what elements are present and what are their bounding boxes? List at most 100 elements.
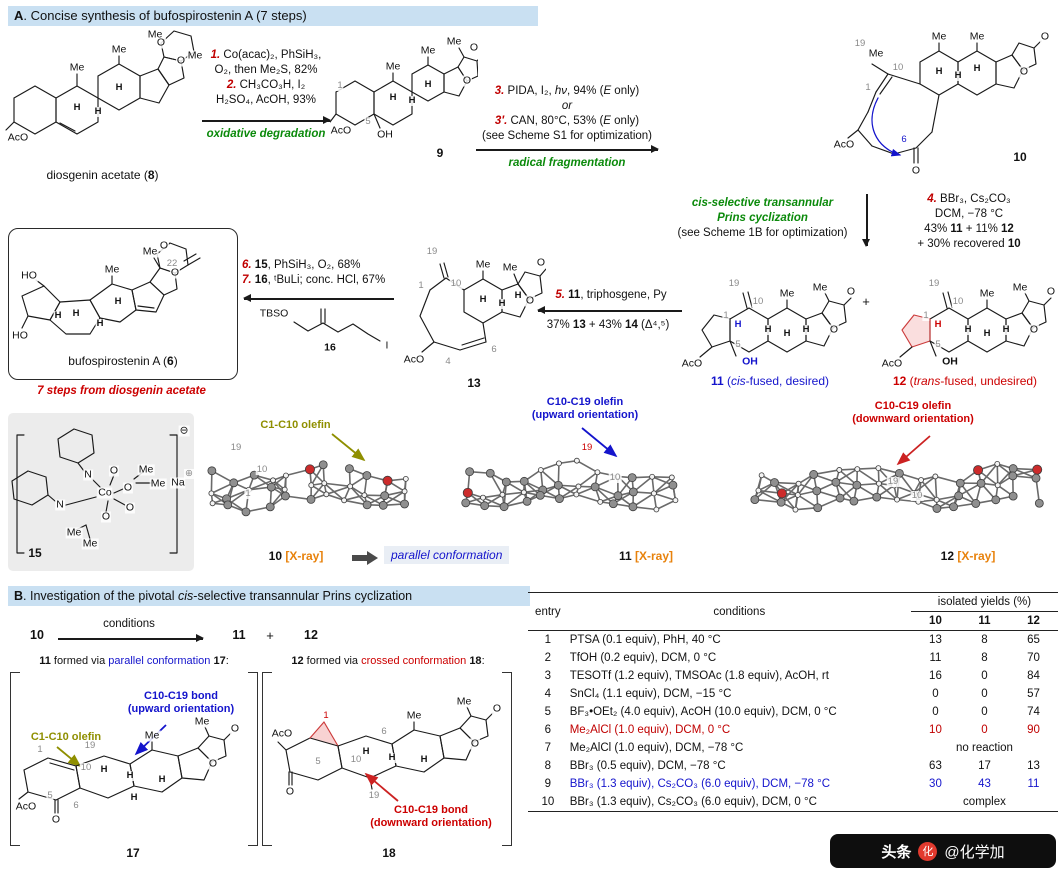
atom-label: H [53, 310, 63, 322]
col-header-11: 11 [959, 611, 1009, 631]
atom-label: O [461, 74, 473, 87]
annotation-17-bond: C10-C19 bond (upward orientation) [127, 690, 235, 715]
atom-label: O [169, 266, 181, 279]
xray-12: 19 10 [745, 430, 1050, 545]
caption-9: 9 [436, 146, 444, 160]
col-header-conditions: conditions [567, 592, 911, 631]
atom-label: O [155, 36, 167, 49]
conformation-18-title: 12 formed via crossed conformation 18: [291, 655, 485, 667]
atom-label: H [407, 95, 417, 107]
atom-label: H [93, 106, 103, 118]
caption-12: 12 (trans-fused, undesired) [892, 374, 1038, 388]
atom-label: 1 [722, 310, 730, 322]
atom-label: 5 [734, 339, 742, 351]
structure-10: 19 Me 10 1 6 Me Me H H H O O AcO O [828, 12, 1056, 197]
atom-label: Me [474, 258, 492, 271]
atom-label: ⊖ [178, 424, 190, 437]
structure-6-bufospirostenin-a: Me Me HO HO 22 O O H H H H [11, 238, 229, 350]
atom-label: OH [741, 355, 759, 368]
atom-label: Me [455, 695, 473, 708]
annotation-c10-c19-downward: C10-C19 olefin (downward orientation) [852, 400, 974, 425]
product-12: 12 [304, 628, 318, 642]
atom-label: H [423, 79, 433, 91]
atom-label: AcO [6, 131, 30, 144]
product-box [8, 228, 238, 380]
atom-label: H [95, 318, 105, 330]
atom-label: TBSO [258, 307, 290, 320]
watermark: 头条 化 @化学加 [830, 834, 1056, 868]
atom-label: H [513, 290, 523, 302]
atom-label: 10 [891, 62, 905, 74]
step-1-2-conditions: 1. Co(acac)₂, PhSiH₃, O₂, then Me₂S, 82% 2… [210, 49, 322, 106]
atom-label: O [207, 757, 219, 770]
atom-label: 10 [349, 754, 363, 766]
structure-15-cobalt-complex: ⊖ Na ⊕ N N Co O O O O Me Me Me Me [8, 413, 194, 571]
atom-label: O [100, 510, 112, 523]
atom-label: Me [143, 729, 161, 742]
atom-label: H [72, 102, 82, 114]
atom-label: O [175, 54, 187, 67]
structure-11-skeleton [699, 291, 852, 358]
atom-label: 5 [364, 116, 372, 128]
structure-13: 19 10 1 4 6 Me Me O O H H H AcO [394, 238, 547, 383]
atom-label: H [419, 754, 429, 766]
atom-label: Me [65, 526, 83, 539]
reaction-arrow-6-7 [243, 295, 394, 302]
red-arrow [896, 435, 931, 466]
structure-9: Me Me Me O O H H H 1 5 OH AcO [329, 30, 480, 165]
atom-label: 1 [244, 488, 252, 500]
atom-label: H [478, 294, 488, 306]
caption-6: bufospirostenin A (6) [68, 354, 178, 368]
caption-10: 10 [1013, 150, 1027, 164]
atom-label: H [1001, 324, 1011, 336]
atom-label: 1 [336, 80, 344, 92]
atom-label: Me [811, 281, 829, 294]
watermark-handle: @化学加 [944, 843, 1005, 861]
atom-label: OH [941, 355, 959, 368]
atom-label: Me [146, 28, 164, 41]
structure-17-skeleton [18, 726, 232, 814]
atom-label: O [828, 323, 840, 336]
atom-label: AcO [402, 353, 426, 366]
reaction-arrow-4 [863, 194, 870, 247]
table-row: 4 SnCl₄ (1.1 equiv), DCM, −15 °C 0 0 57 [544, 688, 1040, 700]
reaction-arrow-1 [202, 117, 331, 124]
structure-6-skeleton [21, 242, 201, 335]
atom-label: Me [68, 61, 86, 74]
step-4-conditions: 4. BBr₃, Cs₂CO₃ DCM, −78 °C 43% 11 + 11% 1… [917, 193, 1021, 250]
atom-label: Me [141, 245, 159, 258]
structure-8-skeleton [5, 30, 195, 135]
atom-label: Me [778, 287, 796, 300]
annotation-c10-c19-upward: C10-C19 olefin (upward orientation) [531, 396, 639, 421]
atom-label: H [953, 70, 963, 82]
atom-label: 10 [449, 278, 463, 290]
atom-label: O [535, 256, 547, 269]
atom-label: 10 [608, 472, 622, 484]
implies-arrow-icon [352, 551, 378, 565]
table-row: 2 TfOH (0.2 equiv), DCM, 0 °C 11 8 70 [544, 652, 1040, 664]
atom-label: Me [501, 261, 519, 274]
atom-label: H [733, 319, 743, 331]
atom-label: H [497, 298, 507, 310]
atom-label: ⊕ [184, 468, 194, 480]
conformation-17-title: 11 formed via parallel conformation 17: [39, 655, 229, 667]
atom-label: H [934, 66, 944, 78]
product-11: 11 [232, 628, 246, 642]
atom-label: Me [867, 47, 885, 60]
atom-label: AcO [329, 124, 353, 137]
atom-label: 16 [323, 341, 337, 354]
atom-label: 5 [314, 756, 322, 768]
atom-label: H [763, 324, 773, 336]
panel-b-header: B. Investigation of the pivotal cis-sele… [8, 586, 530, 606]
atom-label: 10 [751, 296, 765, 308]
atom-label: 10 [951, 296, 965, 308]
atom-label: Me [137, 463, 155, 476]
atom-label: H [801, 324, 811, 336]
col-header-10: 10 [910, 611, 960, 631]
table-row: 3 TESOTf (1.2 equiv), TMSOAc (1.8 equiv),… [544, 670, 1040, 682]
atom-label: H [982, 328, 992, 340]
atom-label: 6 [72, 800, 80, 812]
step-5-conditions: 5. 11, triphosgene, Py [555, 289, 667, 301]
reaction-arrow-b [58, 635, 204, 642]
table-row: 7 Me₂AlCl (1.0 equiv), DCM, −78 °C no reac… [544, 742, 1013, 754]
